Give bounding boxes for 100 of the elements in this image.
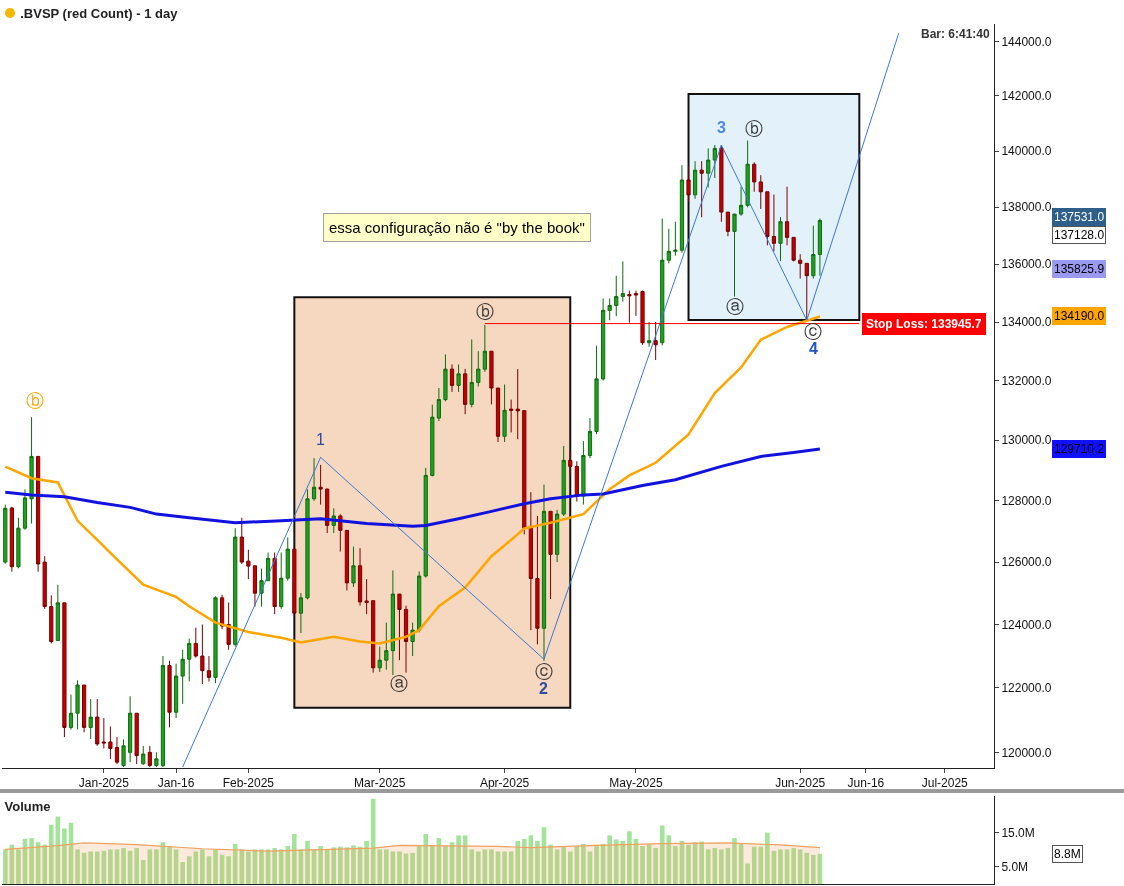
bar <box>561 845 566 884</box>
y-tick-label: 138000.0 <box>1001 200 1052 215</box>
bar <box>705 849 711 884</box>
candlestick <box>607 298 612 321</box>
bar <box>16 849 21 884</box>
candlestick <box>285 536 290 582</box>
candlestick <box>752 161 757 193</box>
candlestick <box>745 140 750 208</box>
candlestick <box>423 467 428 579</box>
chart-title: .BVSP (red Count) - 1 day <box>20 5 179 21</box>
candlestick <box>88 698 93 740</box>
candlestick <box>620 260 625 303</box>
y-tick-label: 124000.0 <box>1001 617 1052 632</box>
candlestick <box>49 594 54 644</box>
bar <box>2 849 8 884</box>
bar <box>29 838 34 884</box>
y-tick-label: 136000.0 <box>1001 257 1052 272</box>
candlestick <box>449 363 455 393</box>
candlestick <box>305 488 310 600</box>
candlestick <box>646 321 652 348</box>
candlestick <box>193 627 198 659</box>
bar <box>594 845 599 884</box>
text: 134190.0 <box>1054 309 1105 323</box>
candlestick <box>22 488 28 531</box>
bar <box>535 840 540 884</box>
bar <box>94 851 100 884</box>
candlestick <box>489 350 494 405</box>
candlestick <box>686 165 691 203</box>
candlestick <box>36 455 41 573</box>
annotation: ⓑ <box>745 118 763 139</box>
candlestick <box>463 368 468 415</box>
candlestick <box>699 160 704 218</box>
candlestick <box>9 506 14 573</box>
candlestick <box>732 213 737 297</box>
candlestick <box>417 570 422 633</box>
bar <box>745 863 750 884</box>
y-tick-label: 144000.0 <box>1001 34 1052 49</box>
bar <box>686 844 691 884</box>
candlestick <box>660 218 665 346</box>
candlestick <box>653 321 658 361</box>
bar <box>154 849 159 884</box>
bar <box>48 824 54 884</box>
y-tick-label: 126000.0 <box>1001 555 1052 570</box>
bar <box>180 862 185 884</box>
bar <box>167 845 172 884</box>
candlestick <box>180 649 185 705</box>
bar <box>140 860 146 884</box>
candlestick <box>167 660 172 728</box>
candlestick <box>128 695 133 763</box>
candlestick <box>548 510 553 600</box>
annotation: ⓑ <box>26 390 44 411</box>
y-tick-label: 15.0M <box>1001 825 1035 840</box>
bar <box>292 834 297 884</box>
annotation: ⓐ <box>726 296 744 317</box>
candlestick <box>574 460 579 503</box>
candlestick <box>16 517 21 569</box>
annotation: 4 <box>809 340 818 357</box>
candlestick <box>765 191 770 246</box>
annotation: essa configuração não é "by the book" <box>329 219 585 236</box>
candlestick <box>758 174 763 210</box>
candlestick <box>430 404 435 477</box>
bar <box>430 845 435 884</box>
candlestick <box>581 440 586 506</box>
candlestick <box>246 549 251 580</box>
candlestick <box>798 253 803 280</box>
bar <box>456 835 461 884</box>
candlestick <box>95 698 100 747</box>
annotation: ⓒ <box>804 321 822 342</box>
candlestick <box>627 290 632 324</box>
bar <box>351 845 356 884</box>
candlestick <box>535 515 540 645</box>
candlestick <box>55 584 60 642</box>
bar <box>75 849 80 884</box>
candlestick <box>62 602 67 738</box>
bar <box>475 851 481 884</box>
candlestick <box>469 339 474 408</box>
annotation: ⓑ <box>476 301 494 322</box>
bar <box>502 851 507 884</box>
text: 135825.9 <box>1054 262 1105 276</box>
bar <box>521 838 527 884</box>
y-tick-label: 132000.0 <box>1001 373 1052 388</box>
candlestick <box>384 622 389 671</box>
candlestick <box>778 216 783 262</box>
x-tick-label: Jan-2025 <box>78 776 130 791</box>
candlestick <box>141 745 146 766</box>
bar <box>732 838 737 884</box>
bar <box>42 844 47 884</box>
candlestick <box>272 552 277 615</box>
candlestick <box>784 186 790 246</box>
candlestick <box>587 417 593 459</box>
bar <box>765 832 770 884</box>
candlestick <box>594 345 599 435</box>
candlestick <box>390 569 395 676</box>
candlestick <box>357 547 363 607</box>
candlestick <box>456 363 461 393</box>
candlestick <box>82 684 87 733</box>
candlestick <box>509 399 514 433</box>
text: 137128.0 <box>1054 228 1105 242</box>
bar <box>186 856 192 884</box>
bar <box>811 854 816 884</box>
